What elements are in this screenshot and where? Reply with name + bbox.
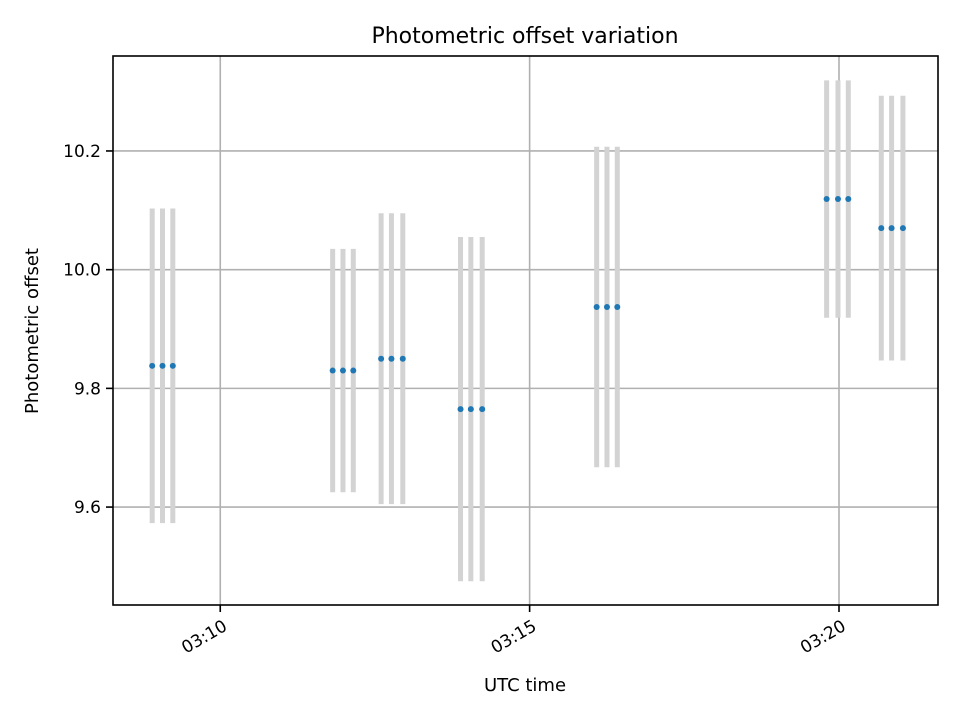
y-tick-label: 9.8 [74, 379, 101, 399]
data-point [888, 225, 895, 232]
data-point [457, 406, 464, 413]
data-point [169, 362, 176, 369]
x-tick-label: 03:10 [178, 616, 230, 658]
plot-frame [112, 55, 939, 606]
data-point [149, 362, 156, 369]
data-point [823, 196, 830, 203]
data-point [388, 355, 395, 362]
errorbar-layer [149, 80, 906, 582]
data-point [593, 304, 600, 311]
x-tick-label: 03:20 [797, 616, 849, 658]
data-point [845, 196, 852, 203]
y-tick-label: 9.6 [74, 498, 101, 518]
data-point [834, 196, 841, 203]
data-point [467, 406, 474, 413]
tick-layer: 03:10 03:15 03:20 9.6 9.8 10.0 10.2 [63, 142, 849, 658]
data-point [399, 355, 406, 362]
data-point [878, 225, 885, 232]
y-tick-label: 10.2 [63, 142, 101, 162]
data-point [603, 304, 610, 311]
data-point [378, 355, 385, 362]
grid-layer [113, 56, 938, 605]
y-tick-label: 10.0 [63, 261, 101, 281]
data-point [159, 362, 166, 369]
data-point [899, 225, 906, 232]
data-point [614, 304, 621, 311]
point-layer [149, 196, 906, 413]
data-point [329, 367, 336, 374]
x-tick-label: 03:15 [488, 616, 540, 658]
data-point [479, 406, 486, 413]
y-axis-label: Photometric offset [22, 248, 43, 414]
chart-title: Photometric offset variation [371, 24, 678, 49]
data-point [339, 367, 346, 374]
x-axis-label: UTC time [484, 675, 566, 696]
data-point [350, 367, 357, 374]
